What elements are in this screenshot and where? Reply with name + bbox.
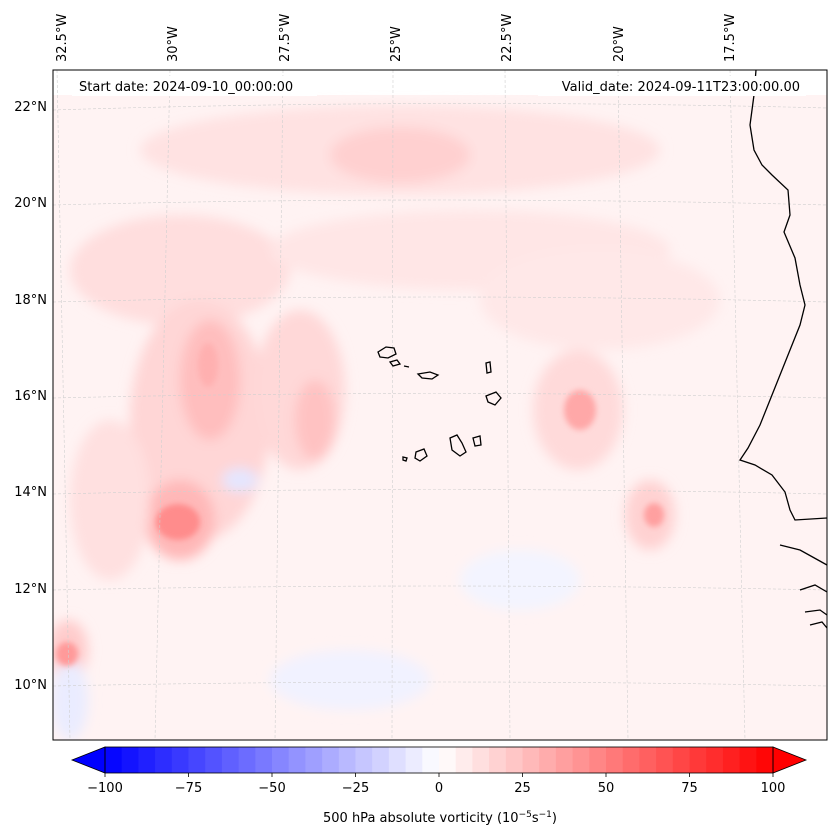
colorbar-cell <box>355 747 373 773</box>
island-brava <box>402 456 408 462</box>
lon-label: 22.5°W <box>500 14 515 62</box>
graticule <box>53 70 827 740</box>
colorbar-tick-label: −100 <box>87 781 123 796</box>
colorbar-tick-label: −25 <box>342 781 369 796</box>
lat-label: 14°N <box>14 485 47 500</box>
colorbar-cell <box>322 747 340 773</box>
colorbar-cell <box>388 747 407 773</box>
colorbar-cell <box>255 747 273 773</box>
colorbar-cell <box>739 747 757 773</box>
colorbar-tick-label: 0 <box>435 781 443 796</box>
island-fogo <box>414 448 428 462</box>
colorbar-cell <box>188 747 206 773</box>
vorticity-maxima <box>56 343 664 666</box>
colorbar-tick-label: −50 <box>258 781 285 796</box>
lat-label: 12°N <box>14 582 47 597</box>
longitude-labels: 32.5°W 30°W 27.5°W 25°W 22.5°W 20°W 17.5… <box>55 14 738 62</box>
colorbar-ticks: −100 −75 −50 −25 0 25 50 75 100 <box>87 773 785 796</box>
colorbar-cell <box>105 747 123 773</box>
colorbar-cell <box>205 747 223 773</box>
island-santiago <box>449 434 467 457</box>
lat-label: 20°N <box>14 196 47 211</box>
lon-label: 17.5°W <box>723 14 738 62</box>
colorbar-cell <box>589 747 607 773</box>
colorbar-cell <box>238 747 256 773</box>
island-sal <box>485 361 492 374</box>
vorticity-contours <box>53 105 720 740</box>
colorbar-min-extend <box>70 746 106 774</box>
colorbar-cell <box>706 747 724 773</box>
colorbar-tick-label: −75 <box>175 781 202 796</box>
colorbar-cell <box>121 747 139 773</box>
island-sao-vicente <box>388 359 402 367</box>
colorbar-cell <box>505 747 523 773</box>
coastlines <box>377 70 827 629</box>
colorbar-cell <box>689 747 707 773</box>
colorbar-cell <box>288 747 306 773</box>
lon-label: 25°W <box>389 26 404 62</box>
colorbar-cell <box>606 747 624 773</box>
lat-label: 18°N <box>14 293 47 308</box>
lon-label: 30°W <box>166 26 181 62</box>
colorbar-cell <box>338 747 356 773</box>
vorticity-field <box>53 70 827 740</box>
colorbar-cell <box>722 747 741 773</box>
colorbar-cells <box>105 747 774 773</box>
colorbar-cell <box>439 747 457 773</box>
colorbar-tick-label: 25 <box>514 781 531 796</box>
colorbar-cell <box>756 747 774 773</box>
start-date-label: Start date: 2024-09-10_00:00:00 <box>79 80 293 95</box>
map-panel <box>52 69 828 741</box>
colorbar-tick-label: 75 <box>681 781 698 796</box>
map-frame <box>52 69 828 741</box>
colorbar-cell <box>539 747 557 773</box>
africa-coastline <box>738 70 827 521</box>
colorbar-cell <box>422 747 440 773</box>
colorbar-cell <box>639 747 657 773</box>
colorbar-cell <box>171 747 189 773</box>
colorbar-cell <box>305 747 323 773</box>
island-sao-nicolau <box>416 371 440 380</box>
colorbar-cell <box>272 747 290 773</box>
lat-label: 16°N <box>14 389 47 404</box>
colorbar-tick-label: 50 <box>598 781 615 796</box>
colorbar-cell <box>221 747 240 773</box>
colorbar-cell <box>522 747 540 773</box>
island-maio <box>472 435 482 447</box>
colorbar-cell <box>622 747 640 773</box>
colorbar-cell <box>155 747 173 773</box>
colorbar-cell <box>372 747 390 773</box>
valid-date-label: Valid_date: 2024-09-11T23:00:00.00 <box>562 80 800 95</box>
island-santo-antao <box>377 346 397 359</box>
colorbar-cell <box>555 747 574 773</box>
island-boa-vista <box>485 391 502 406</box>
colorbar-tick-label: 100 <box>761 781 786 796</box>
colorbar-cell <box>489 747 507 773</box>
colorbar-cell <box>138 747 156 773</box>
map-header: Start date: 2024-09-10_00:00:00 Valid_da… <box>72 76 806 96</box>
colorbar-label: 500 hPa absolute vorticity (10−5s−1) <box>323 810 557 826</box>
lon-label: 32.5°W <box>55 14 70 62</box>
lon-label: 20°W <box>612 26 627 62</box>
colorbar: −100 −75 −50 −25 0 25 50 75 100 500 hPa absolute… <box>70 746 808 826</box>
colorbar-cell <box>455 747 473 773</box>
colorbar-cell <box>472 747 490 773</box>
lon-label: 27.5°W <box>278 14 293 62</box>
island-santa-luzia <box>403 365 410 368</box>
lat-label: 22°N <box>14 100 47 115</box>
colorbar-cell <box>672 747 690 773</box>
latitude-labels: 22°N 20°N 18°N 16°N 14°N 12°N 10°N <box>14 100 47 693</box>
colorbar-cell <box>656 747 674 773</box>
lat-label: 10°N <box>14 678 47 693</box>
colorbar-cell <box>405 747 423 773</box>
colorbar-max-extend <box>772 746 808 774</box>
colorbar-cell <box>572 747 590 773</box>
